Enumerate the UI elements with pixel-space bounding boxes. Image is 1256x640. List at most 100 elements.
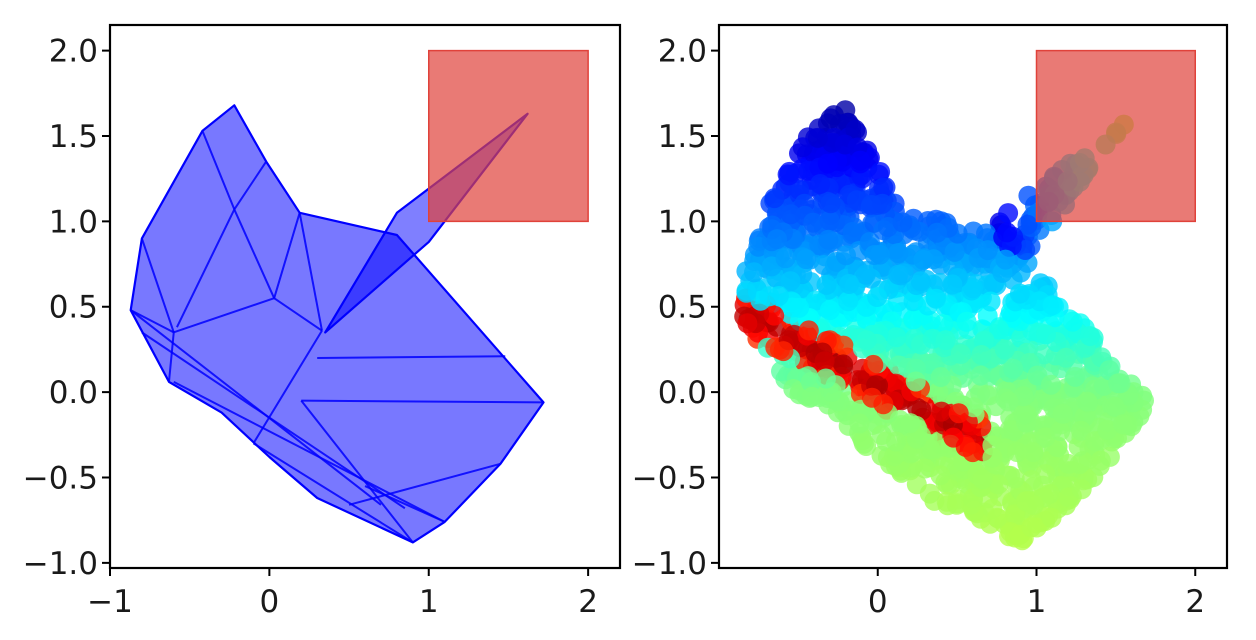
scatter-point <box>805 290 826 311</box>
scatter-point <box>768 286 789 306</box>
mesh-edge <box>130 309 175 334</box>
scatter-point <box>956 311 977 332</box>
left-y-axis: 2.0 1.5 1.0 0.5 0.0 −0.5 −1.0 <box>23 34 110 582</box>
mesh-edge <box>173 297 275 334</box>
scatter-point <box>764 188 785 209</box>
scatter-point <box>1017 214 1038 235</box>
scatter-point <box>1036 324 1056 345</box>
scatter-point <box>789 297 810 318</box>
mesh-edge <box>348 462 501 506</box>
scatter-point <box>764 305 785 326</box>
scatter-point <box>905 371 926 392</box>
scatter-point <box>849 413 870 434</box>
scatter-point <box>818 229 839 250</box>
scatter-point <box>923 249 944 270</box>
mesh-edge <box>233 161 268 210</box>
scatter-point <box>998 391 1019 412</box>
scatter-point <box>864 245 885 265</box>
scatter-point <box>888 243 909 263</box>
scatter-point <box>737 313 758 334</box>
scatter-point <box>1050 421 1071 442</box>
mesh-edge <box>273 297 323 332</box>
scatter-point <box>767 229 787 250</box>
scatter-point <box>1009 283 1030 304</box>
scatter-point <box>997 222 1017 243</box>
scatter-point <box>980 291 1001 312</box>
blue-hull-polygon <box>129 104 545 544</box>
scatter-point <box>1062 311 1083 332</box>
scatter-point <box>863 354 884 375</box>
left-y-tick-label: 1.5 <box>49 119 98 155</box>
left-panel-polygon-plot: −1 0 1 2 2.0 1.5 1.0 0.5 0.0 −0.5 −1.0 <box>23 23 622 620</box>
left-plot-area <box>129 49 589 544</box>
scatter-point <box>903 309 924 330</box>
mesh-edge <box>252 442 414 544</box>
right-y-tick-label: 0.0 <box>658 375 707 411</box>
scatter-point <box>998 203 1019 224</box>
scatter-point <box>856 330 877 351</box>
scatter-point <box>888 355 909 376</box>
scatter-point <box>872 193 893 214</box>
left-y-tick-label: 0.5 <box>49 290 98 326</box>
scatter-point <box>1041 374 1061 395</box>
scatter-point <box>736 282 757 303</box>
scatter-point <box>930 367 951 387</box>
scatter-point <box>1007 442 1028 463</box>
scatter-point <box>948 403 969 424</box>
scatter-point <box>870 162 891 182</box>
right-plot-area <box>734 49 1196 551</box>
scatter-point <box>842 221 863 242</box>
scatter-point <box>1023 442 1044 463</box>
scatter-point <box>936 491 957 512</box>
mesh-edge <box>173 380 446 523</box>
right-x-tick-label: 0 <box>868 584 888 620</box>
mesh-edge <box>140 238 175 333</box>
scatter-point <box>1052 403 1073 424</box>
scatter-point <box>1041 507 1062 528</box>
left-y-tick-label: −1.0 <box>23 546 98 582</box>
scatter-point <box>810 174 831 194</box>
right-panel-scatter-plot: 0 1 2 2.0 1.5 1.0 0.5 0.0 −0.5 −1.0 <box>632 23 1229 620</box>
scatter-point <box>815 368 836 389</box>
right-x-tick-label: 1 <box>1027 584 1047 620</box>
mesh-edge <box>298 212 323 331</box>
mesh-edge <box>252 330 323 444</box>
right-axes-frame <box>717 23 1229 570</box>
scatter-point <box>987 507 1008 528</box>
scatter-point <box>962 442 983 463</box>
mesh-edge <box>167 332 175 382</box>
scatter-point <box>931 401 952 422</box>
scatter-point <box>816 274 837 295</box>
mesh-edge <box>317 355 506 359</box>
scatter-point <box>773 341 794 362</box>
left-x-tick-label: 1 <box>419 584 439 620</box>
scatter-point <box>803 212 824 233</box>
left-y-tick-label: −0.5 <box>23 461 98 497</box>
scatter-point <box>1058 453 1079 474</box>
scatter-point <box>906 428 927 449</box>
scatter-point <box>915 458 935 479</box>
mesh-edge <box>176 208 236 328</box>
scatter-point <box>935 330 956 351</box>
scatter-point <box>1021 517 1042 538</box>
scatter-point <box>1003 358 1024 379</box>
scatter-point <box>944 241 965 262</box>
scatter-point <box>819 300 840 321</box>
scatter-point <box>1071 420 1091 441</box>
scatter-point <box>839 274 860 294</box>
scatter-point <box>1013 404 1034 425</box>
scatter-point <box>1077 391 1098 412</box>
scatter-point <box>994 339 1015 360</box>
scatter-point <box>807 127 828 148</box>
scatter-point <box>1112 414 1133 435</box>
scatter-point <box>920 310 941 331</box>
scatter-point <box>886 327 907 348</box>
scatter-point <box>988 474 1009 495</box>
scatter-point <box>792 137 813 158</box>
scatter-point <box>845 119 866 140</box>
scatter-point <box>886 431 906 452</box>
right-y-axis: 2.0 1.5 1.0 0.5 0.0 −0.5 −1.0 <box>632 34 719 582</box>
right-y-tick-label: 1.0 <box>658 204 707 240</box>
mesh-edge <box>301 399 544 404</box>
scatter-point <box>927 222 947 243</box>
